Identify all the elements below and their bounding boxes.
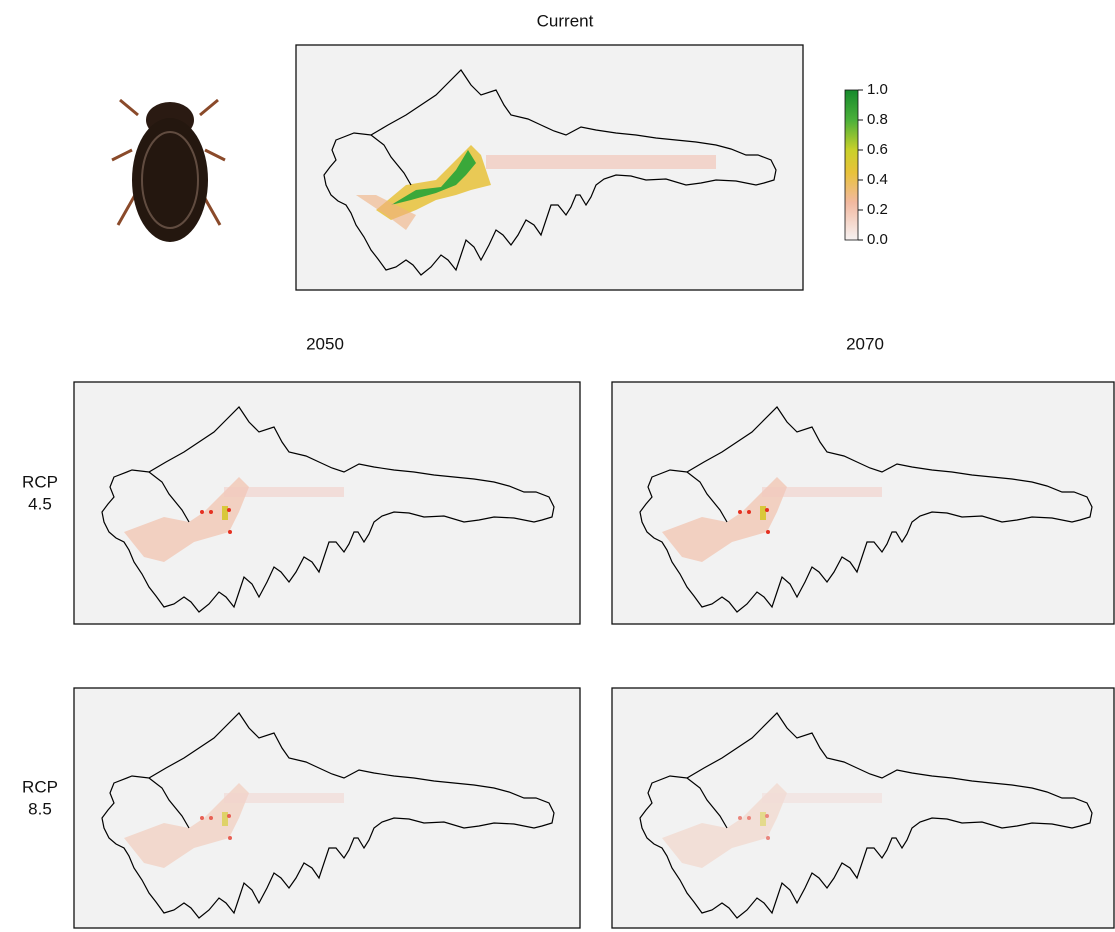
figure: Current 2050 2070 RCP 4.5 RCP 8.5 0.0 0.2… (0, 0, 1115, 932)
colorbar (845, 90, 858, 240)
panel-title: Current (537, 11, 594, 30)
colorbar-tick-label: 0.0 (867, 231, 888, 248)
map-2070-rcp45 (612, 382, 1114, 624)
colorbar-tick-label: 1.0 (867, 81, 888, 98)
colorbar-tick-label: 0.8 (867, 111, 888, 128)
beetle-image (112, 100, 225, 242)
map-current (296, 45, 803, 290)
colorbar-tick-label: 0.6 (867, 141, 888, 158)
column-title: 2050 (306, 334, 344, 353)
row-label: RCP (22, 472, 58, 491)
map-2050-rcp45 (74, 382, 580, 624)
map-2050-rcp85 (74, 688, 580, 928)
colorbar-tick-label: 0.4 (867, 171, 888, 188)
row-label: 4.5 (28, 494, 52, 513)
colorbar-tick-label: 0.2 (867, 201, 888, 218)
row-label: 8.5 (28, 799, 52, 818)
map-2070-rcp85 (612, 688, 1114, 928)
column-title: 2070 (846, 334, 884, 353)
row-label: RCP (22, 777, 58, 796)
